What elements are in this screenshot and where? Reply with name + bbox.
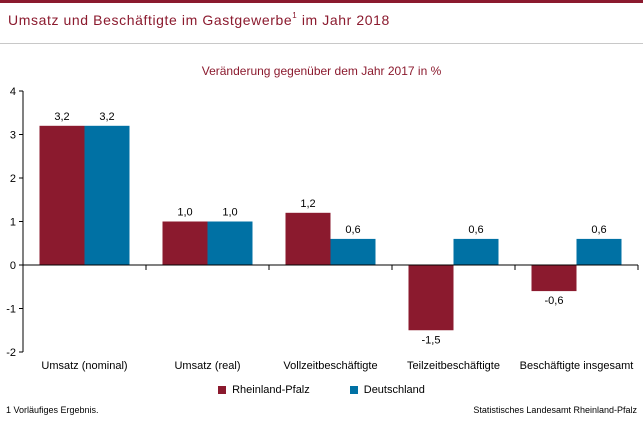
data-label: 3,2 (99, 111, 114, 123)
top-rule (0, 0, 643, 3)
bar-rheinland-pfalz (39, 125, 85, 265)
y-tick-label: -1 (6, 304, 16, 316)
title-divider (0, 43, 643, 44)
legend-item-rheinland-pfalz: Rheinland-Pfalz (218, 384, 310, 396)
data-label: 1,0 (177, 207, 192, 219)
chart-title-text: Umsatz und Beschäftigte im Gastgewerbe (8, 12, 293, 28)
chart-title-suffix: im Jahr 2018 (297, 12, 390, 28)
data-label: -1,5 (422, 334, 441, 346)
y-tick-label: 1 (10, 217, 16, 229)
y-tick-label: -2 (6, 347, 16, 359)
data-label: 1,2 (300, 198, 315, 210)
chart-subtitle: Veränderung gegenüber dem Jahr 2017 in % (201, 64, 442, 78)
data-label: 0,6 (345, 224, 360, 236)
bar-rheinland-pfalz (408, 265, 454, 331)
data-label: 1,0 (222, 207, 237, 219)
legend: Rheinland-Pfalz Deutschland (0, 384, 643, 396)
bar-rheinland-pfalz (531, 265, 577, 292)
legend-label-rheinland-pfalz: Rheinland-Pfalz (232, 384, 310, 396)
bar-rheinland-pfalz (285, 212, 331, 265)
legend-swatch-deutschland (349, 386, 358, 394)
y-tick-label: 3 (10, 130, 16, 142)
data-label: 3,2 (54, 111, 69, 123)
x-category-label: Beschäftigte insgesamt (520, 360, 634, 372)
data-label: 0,6 (468, 224, 483, 236)
x-category-label: Umsatz (nominal) (41, 360, 127, 372)
bar-rheinland-pfalz (162, 221, 208, 265)
x-category-label: Umsatz (real) (174, 360, 240, 372)
chart-title-footnote-mark: 1 (292, 11, 298, 21)
bar-deutschland (330, 238, 376, 265)
data-label: -0,6 (545, 295, 564, 307)
bar-deutschland (453, 238, 499, 265)
bar-deutschland (207, 221, 253, 265)
legend-item-deutschland: Deutschland (349, 384, 425, 396)
legend-label-deutschland: Deutschland (363, 384, 425, 396)
source-note: Statistisches Landesamt Rheinland-Pfalz (473, 405, 637, 415)
y-tick-label: 2 (10, 173, 16, 185)
chart-title: Umsatz und Beschäftigte im Gastgewerbe1 … (8, 11, 390, 28)
footnote: 1 Vorläufiges Ergebnis. (6, 405, 99, 415)
y-tick-label: 0 (10, 260, 16, 272)
legend-swatch-rheinland-pfalz (218, 386, 227, 394)
bar-deutschland (84, 125, 130, 265)
x-category-label: Teilzeitbeschäftigte (407, 360, 500, 372)
x-category-label: Vollzeitbeschäftigte (283, 360, 377, 372)
y-tick-label: 4 (10, 86, 16, 98)
data-label: 0,6 (591, 224, 606, 236)
bar-deutschland (576, 238, 622, 265)
